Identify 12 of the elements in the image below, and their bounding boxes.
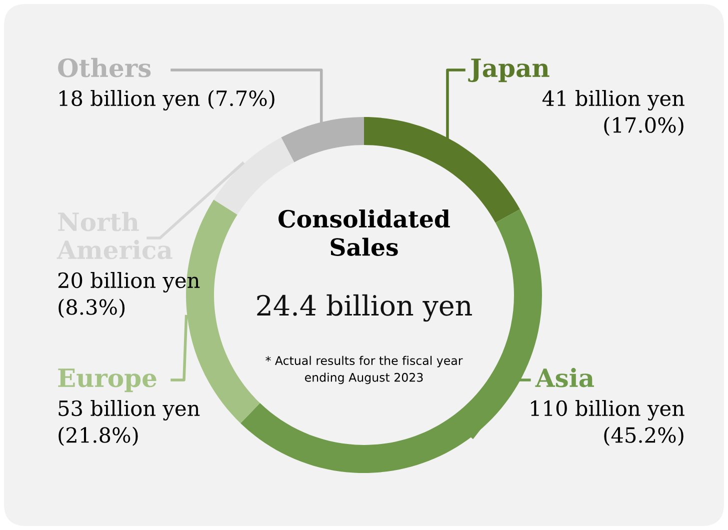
text: 24.4 billion yen [257, 294, 472, 322]
slice-label: Europe [58, 368, 156, 392]
data-label: 110 billion yen (45.2%) [531, 400, 684, 446]
text: Consolidated Sales [278, 209, 450, 256]
slice-label: Japan [468, 58, 550, 82]
slice-label: Others [58, 58, 151, 78]
data-label: 41 billion yen (17.0%) [542, 90, 684, 136]
data-label: 18 billion yen (7.7%) [60, 90, 274, 110]
data-label: 53 billion yen (21.8%) [58, 400, 200, 446]
text: * Actual results for the fiscal year ending August 2023 [266, 356, 463, 384]
slice-label: Asia [535, 368, 594, 388]
data-label: 20 billion yen (8.3%) [58, 272, 200, 318]
